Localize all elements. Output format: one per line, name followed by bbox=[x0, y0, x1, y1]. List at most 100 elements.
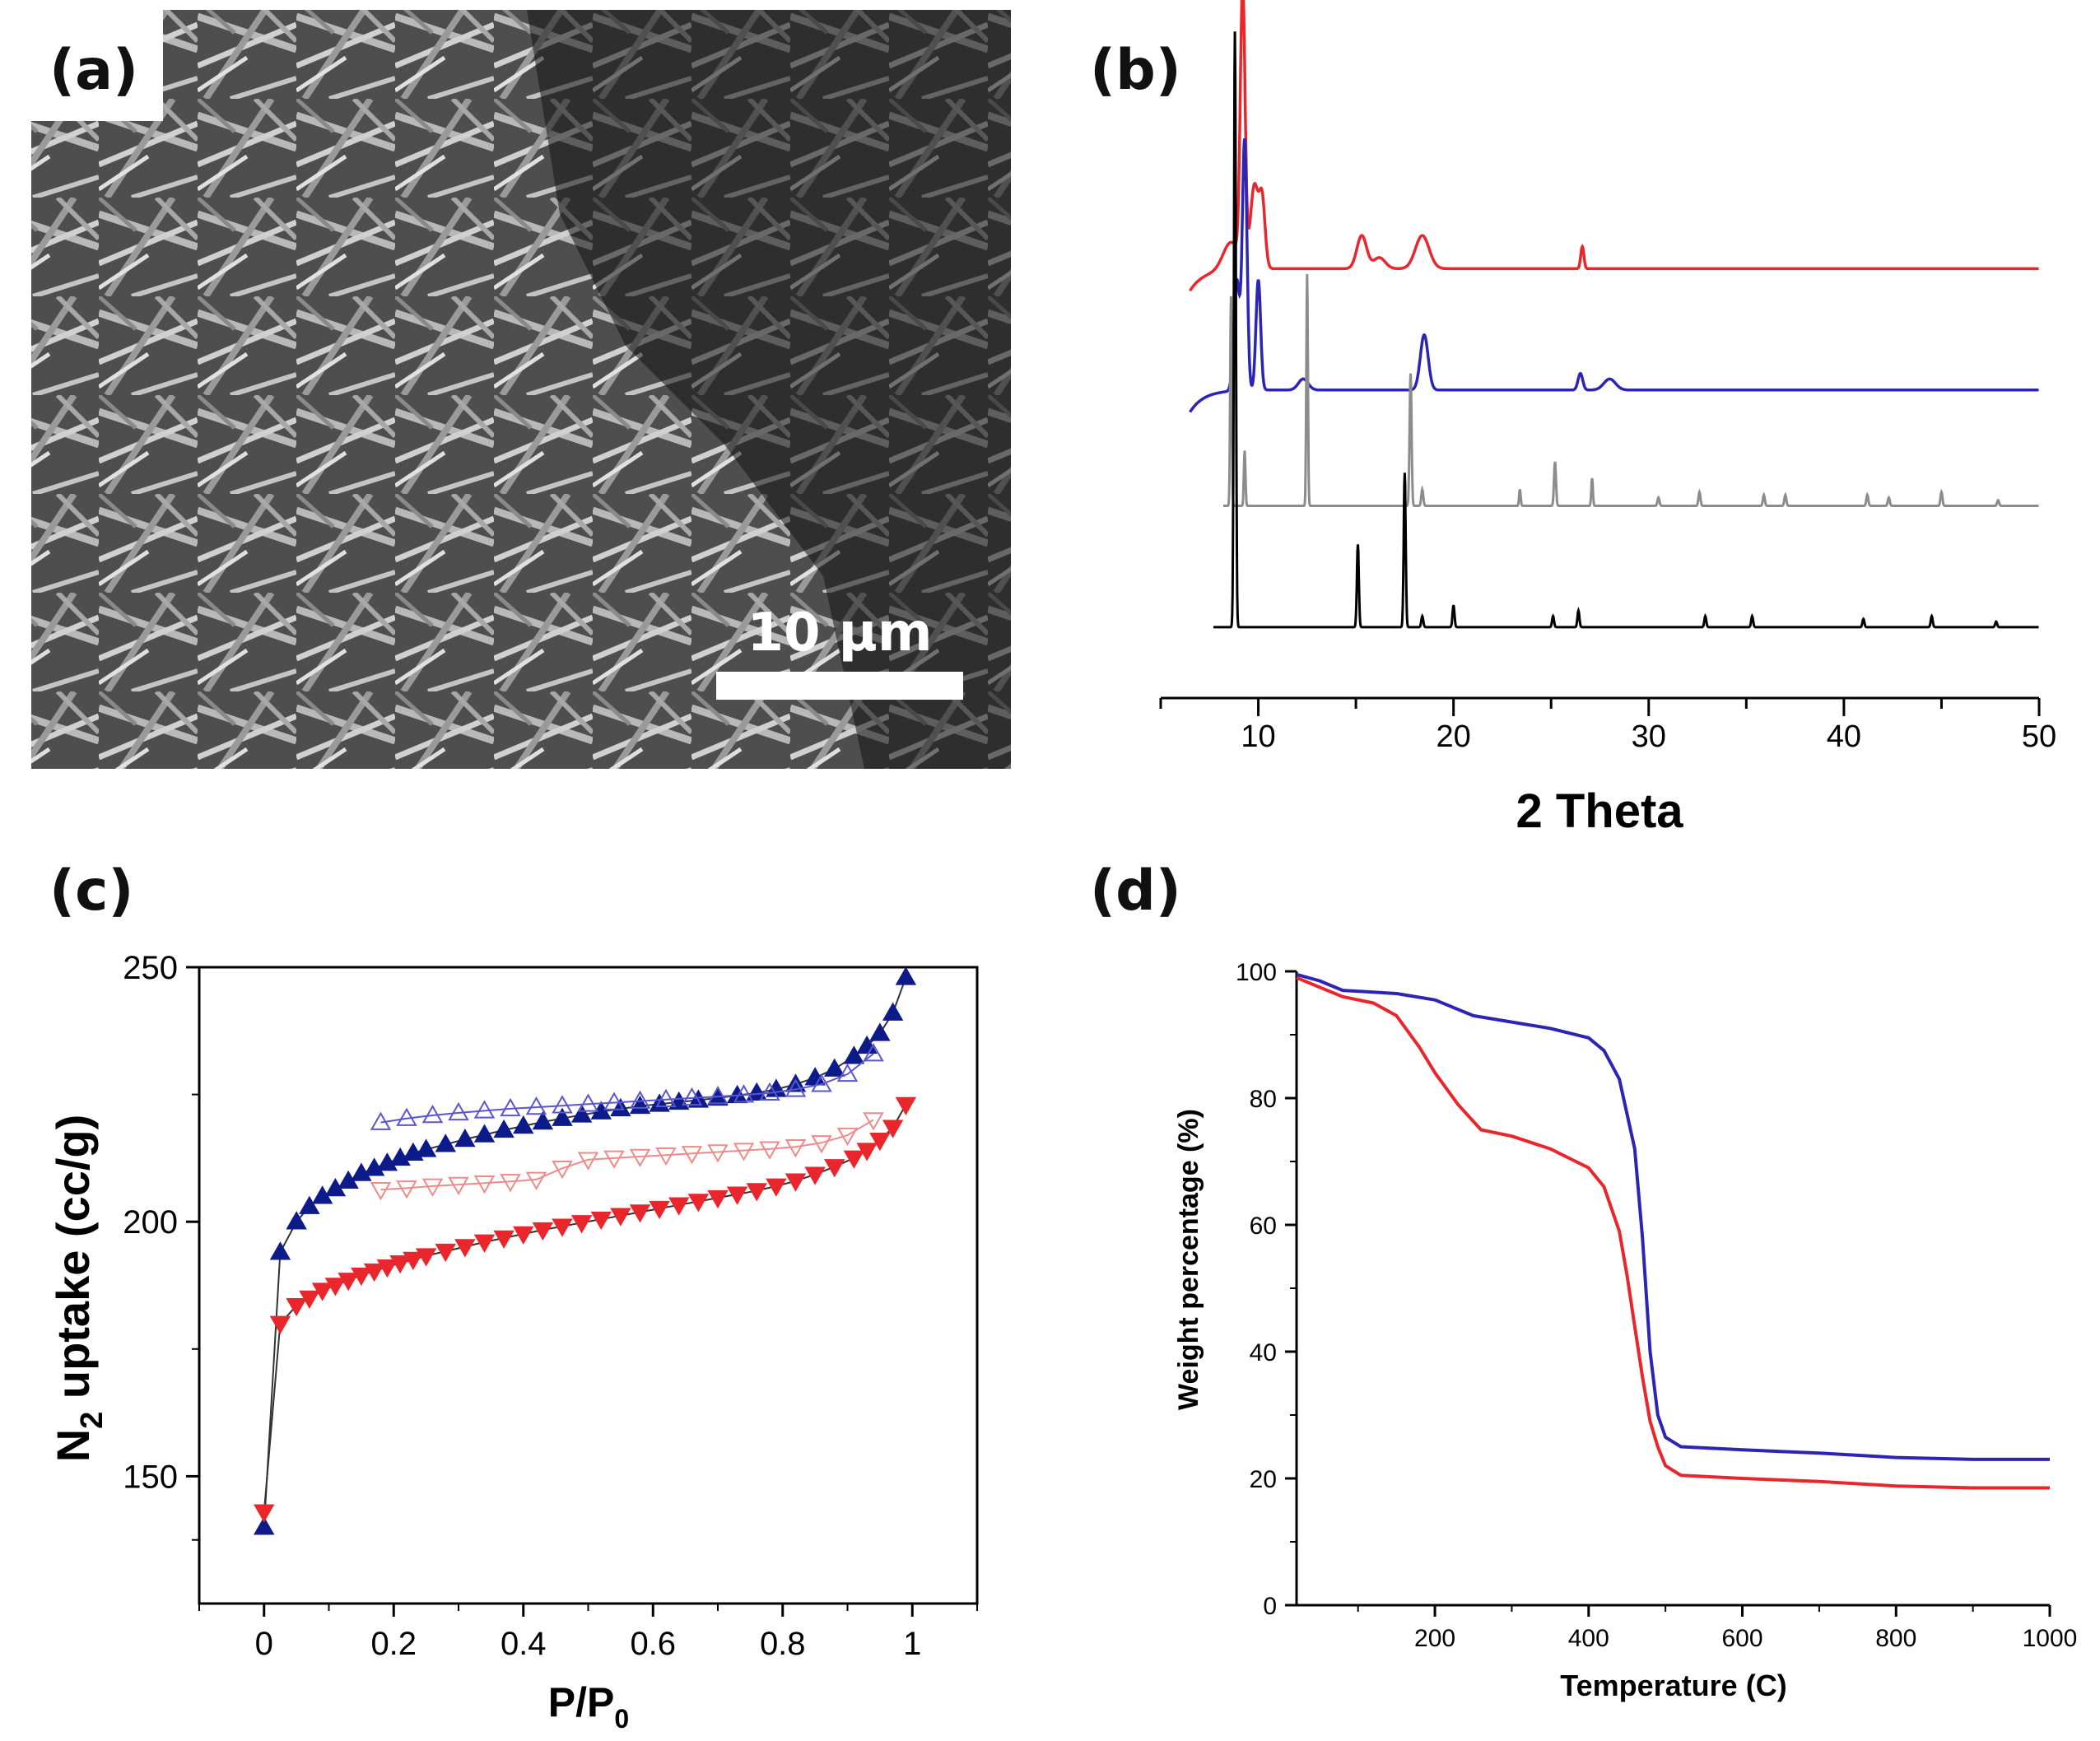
isotherm-x-label-sub: 0 bbox=[614, 1704, 629, 1734]
isotherm-point bbox=[376, 1259, 398, 1278]
tga-curve-0 bbox=[1296, 972, 2050, 1461]
isotherm-point bbox=[610, 1208, 631, 1227]
isotherm-point bbox=[759, 1141, 780, 1160]
isotherm-point bbox=[473, 1124, 496, 1143]
tga-y-tick-label: 40 bbox=[1250, 1339, 1277, 1366]
isotherm-point bbox=[733, 1084, 755, 1103]
tga-y-tick-label: 100 bbox=[1236, 959, 1277, 986]
isotherm-point bbox=[525, 1096, 547, 1115]
isotherm-point bbox=[759, 1082, 780, 1101]
isotherm-point bbox=[403, 1251, 424, 1270]
tga-x-tick-label: 400 bbox=[1568, 1625, 1609, 1652]
isotherm-point bbox=[421, 1178, 444, 1197]
isotherm-point bbox=[286, 1297, 307, 1317]
isotherm-point bbox=[513, 1226, 534, 1245]
isotherm-point bbox=[376, 1152, 398, 1171]
xrd-x-tick-label: 40 bbox=[1827, 719, 1861, 754]
isotherm-point bbox=[254, 1516, 275, 1535]
tga-x-tick-label: 800 bbox=[1875, 1625, 1916, 1652]
isotherm-point bbox=[473, 1234, 496, 1253]
isotherm-point bbox=[882, 1002, 904, 1021]
isotherm-point bbox=[269, 1241, 291, 1260]
isotherm-point bbox=[681, 1146, 703, 1165]
isotherm-point bbox=[649, 1200, 670, 1220]
isotherm-point bbox=[590, 1211, 612, 1231]
isotherm-point bbox=[863, 1043, 884, 1062]
isotherm-point bbox=[655, 1088, 677, 1108]
isotherm-point bbox=[629, 1095, 651, 1115]
tga-ticks: 200 400 600 800 1000 0 20 40 60 80 100 bbox=[1236, 959, 2077, 1652]
isotherm-point bbox=[299, 1290, 320, 1309]
xrd-patterns bbox=[1189, 0, 2039, 629]
isotherm-point bbox=[370, 1111, 392, 1130]
isotherm-point bbox=[824, 1159, 845, 1178]
isotherm-point bbox=[843, 1045, 865, 1064]
isotherm-point bbox=[895, 966, 917, 985]
isotherm-point bbox=[500, 1174, 521, 1193]
isotherm-point bbox=[570, 1215, 593, 1234]
isotherm-point bbox=[435, 1243, 456, 1263]
isotherm-y-label: N2 uptake (cc/g) bbox=[47, 1115, 109, 1463]
tga-y-tick-label: 80 bbox=[1250, 1086, 1277, 1113]
isotherm-point bbox=[668, 1197, 690, 1216]
xrd-x-label: 2 Theta bbox=[1516, 784, 1683, 838]
isotherm-point bbox=[804, 1067, 826, 1086]
isotherm-point bbox=[493, 1119, 515, 1138]
isotherm-point bbox=[532, 1110, 554, 1130]
isotherm-y-tick-label: 150 bbox=[123, 1459, 178, 1495]
panel-a-label-bg bbox=[31, 10, 163, 121]
isotherm-point bbox=[733, 1143, 755, 1161]
xrd-x-ticks: 10 20 30 40 50 bbox=[1159, 698, 2056, 754]
isotherm-point bbox=[577, 1152, 599, 1171]
isotherm-point bbox=[454, 1239, 476, 1258]
isotherm-point bbox=[435, 1134, 456, 1152]
panel-a-label: (a) bbox=[49, 38, 138, 103]
xrd-x-tick-label: 50 bbox=[2022, 719, 2056, 754]
isotherm-point bbox=[448, 1101, 469, 1121]
tga-x-label: Temperature (C) bbox=[1560, 1669, 1786, 1702]
isotherm-point bbox=[454, 1129, 476, 1147]
isotherm-point bbox=[396, 1107, 417, 1126]
xrd-pattern-3 bbox=[1213, 31, 2039, 629]
isotherm-point bbox=[687, 1194, 710, 1213]
isotherm-point bbox=[603, 1092, 625, 1110]
xrd-x-tick-label: 20 bbox=[1436, 719, 1471, 754]
isotherm-point bbox=[421, 1104, 444, 1124]
isotherm-point bbox=[785, 1139, 807, 1158]
isotherm-point bbox=[824, 1058, 845, 1077]
isotherm-point bbox=[766, 1178, 787, 1197]
isotherm-point bbox=[726, 1186, 748, 1205]
panel-d-label: (d) bbox=[1090, 859, 1181, 924]
isotherm-point bbox=[473, 1175, 496, 1194]
panel-c-label: (c) bbox=[49, 859, 133, 924]
isotherm-y-label-main: N bbox=[47, 1429, 99, 1462]
isotherm-x-tick-label: 1 bbox=[903, 1626, 921, 1662]
isotherm-point bbox=[785, 1078, 807, 1097]
isotherm-ticks: 0 0.2 0.4 0.6 0.8 1 150 200 250 bbox=[123, 950, 978, 1662]
isotherm-point bbox=[415, 1248, 437, 1267]
scale-bar bbox=[716, 672, 963, 700]
isotherm-point bbox=[254, 1504, 275, 1523]
sem-image-panel: (a) 10 μm bbox=[31, 10, 1011, 769]
isotherm-point bbox=[707, 1144, 729, 1163]
isotherm-point bbox=[629, 1090, 651, 1109]
isotherm-point bbox=[269, 1315, 291, 1334]
isotherm-point bbox=[681, 1087, 703, 1106]
tga-y-tick-label: 60 bbox=[1250, 1213, 1277, 1240]
isotherm-point bbox=[338, 1273, 359, 1292]
tga-x-tick-label: 200 bbox=[1414, 1625, 1455, 1652]
xrd-pattern-2 bbox=[1222, 274, 2039, 507]
isotherm-point bbox=[513, 1115, 534, 1134]
xrd-x-tick-label: 30 bbox=[1632, 719, 1666, 754]
xrd-x-tick-label: 10 bbox=[1241, 719, 1275, 754]
isotherm-x-tick-label: 0.4 bbox=[501, 1626, 547, 1662]
isotherm-point bbox=[389, 1255, 411, 1274]
xrd-panel: (b) 10 20 30 40 50 2 Theta bbox=[1090, 0, 2056, 838]
isotherm-x-tick-label: 0.6 bbox=[630, 1626, 676, 1662]
isotherm-point bbox=[500, 1097, 521, 1117]
isotherm-point bbox=[746, 1082, 767, 1101]
isotherm-point bbox=[351, 1162, 372, 1181]
scale-bar-label: 10 μm bbox=[747, 603, 932, 663]
